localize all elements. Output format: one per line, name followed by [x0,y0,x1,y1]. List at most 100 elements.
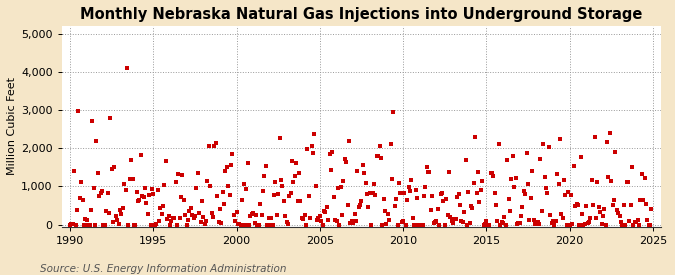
Point [77,198,88,202]
Point [566,192,576,197]
Point [215,207,225,211]
Point [639,176,650,180]
Point [416,222,427,227]
Point [126,158,136,162]
Point [123,222,134,227]
Point [466,204,477,208]
Point [165,222,176,227]
Point [424,170,435,174]
Point [284,194,295,198]
Point [531,222,542,226]
Point [388,110,399,114]
Point [591,216,601,220]
Point [467,206,478,211]
Point [261,164,271,168]
Point [90,222,101,227]
Point [506,177,517,182]
Point [273,191,284,196]
Point [120,187,131,192]
Point [335,184,346,189]
Point [562,222,572,227]
Point [485,171,496,175]
Point [127,177,138,181]
Point [614,214,625,219]
Point [270,180,281,185]
Point [587,177,597,182]
Point [190,214,200,218]
Point [400,222,411,227]
Point [199,222,210,226]
Point [202,178,213,183]
Point [248,211,259,215]
Point [554,136,565,141]
Point [238,182,249,186]
Point [277,184,288,188]
Point [603,175,614,179]
Point [367,191,378,195]
Point [510,176,521,180]
Point [65,222,76,227]
Point [488,173,499,178]
Point [348,220,358,225]
Point [378,197,389,202]
Point [526,169,537,174]
Point [458,220,468,224]
Point [392,222,403,227]
Point [176,195,186,199]
Point [410,188,421,192]
Point [138,195,149,199]
Point [516,214,526,218]
Point [599,207,610,211]
Point [216,221,227,225]
Point [287,158,298,163]
Point [292,199,303,204]
Point [570,204,580,209]
Point [491,203,502,207]
Point [472,169,483,174]
Point [537,209,547,213]
Point [456,218,467,223]
Point [441,197,452,201]
Point [136,152,146,157]
Point [479,221,490,226]
Point [502,158,512,162]
Point [319,209,329,213]
Point [389,204,400,208]
Point [608,203,618,207]
Point [453,192,464,196]
Point [364,191,375,195]
Point [108,220,119,224]
Point [80,216,90,221]
Point [78,222,89,227]
Point [82,218,92,223]
Point [514,221,525,225]
Point [631,220,642,224]
Point [159,183,170,187]
Point [387,177,398,181]
Point [489,191,500,195]
Point [144,193,155,198]
Point [140,185,151,190]
Point [191,186,202,190]
Point [593,205,604,210]
Point [274,136,285,140]
Point [188,216,199,221]
Point [626,165,637,169]
Point [69,169,80,173]
Point [141,201,152,205]
Point [340,157,350,161]
Point [609,198,620,202]
Point [72,207,82,212]
Point [409,222,420,227]
Point [449,216,460,221]
Point [228,213,239,218]
Point [205,184,215,188]
Point [412,196,423,200]
Point [331,219,342,223]
Point [234,222,245,226]
Point [564,222,575,227]
Point [406,178,417,182]
Point [86,208,97,212]
Point [439,222,450,227]
Point [132,190,142,194]
